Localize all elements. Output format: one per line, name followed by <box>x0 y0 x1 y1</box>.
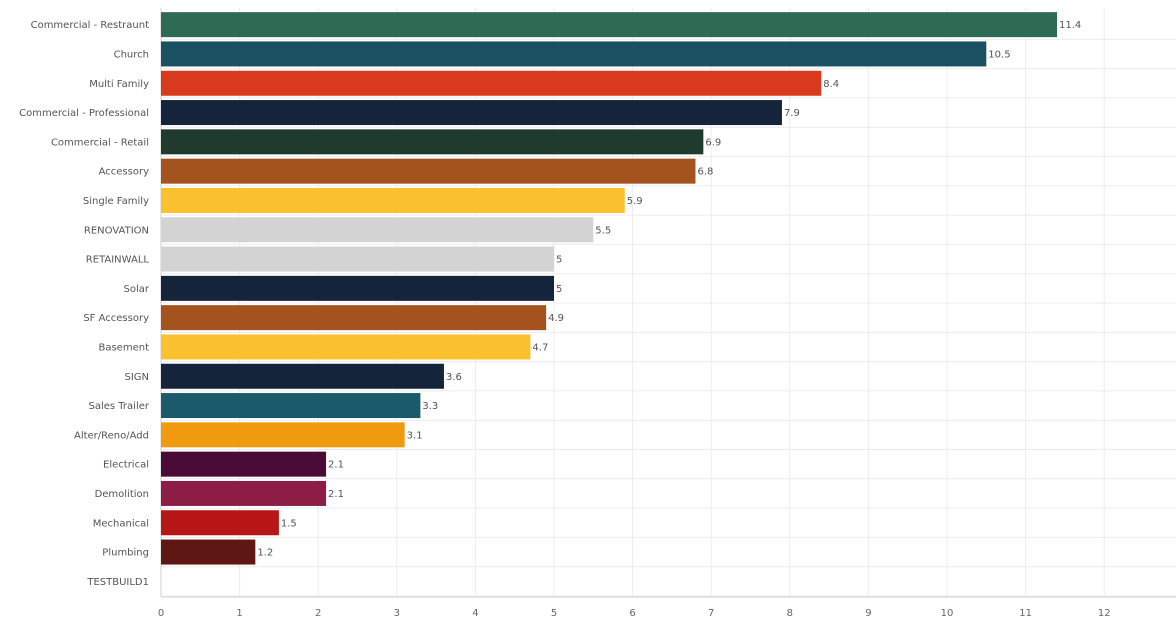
bar-value-label: 1.2 <box>257 548 273 559</box>
x-tick-label: 6 <box>629 608 635 619</box>
category-label: Commercial - Professional <box>19 108 149 119</box>
bar[interactable] <box>161 539 256 565</box>
bar[interactable] <box>161 246 554 272</box>
bar-value-label: 5.9 <box>627 196 643 207</box>
bar-value-label: 3.6 <box>446 372 462 383</box>
bar[interactable] <box>161 451 327 477</box>
category-label: Plumbing <box>102 548 149 559</box>
bar-value-label: 3.3 <box>422 401 438 412</box>
category-label: Solar <box>124 284 150 295</box>
bar[interactable] <box>161 480 327 506</box>
x-axis-ticks: 0 1 2 3 4 5 6 7 8 9 10 11 12 <box>158 608 1111 619</box>
category-label: SF Accessory <box>83 313 149 324</box>
category-label: TESTBUILD1 <box>86 577 149 588</box>
category-label: RETAINWALL <box>86 255 150 266</box>
x-tick-label: 5 <box>551 608 557 619</box>
x-tick-label: 11 <box>1019 608 1032 619</box>
category-label: Alter/Reno/Add <box>74 430 149 441</box>
bar-value-label: 5 <box>556 255 562 266</box>
bar-value-label: 4.7 <box>532 342 548 353</box>
x-tick-label: 2 <box>315 608 321 619</box>
x-tick-label: 9 <box>865 608 871 619</box>
x-tick-label: 8 <box>787 608 793 619</box>
x-tick-label: 3 <box>394 608 400 619</box>
category-label: Multi Family <box>89 79 149 90</box>
category-label: Mechanical <box>93 518 149 529</box>
category-label: Single Family <box>83 196 149 207</box>
bar-value-label: 3.1 <box>407 430 423 441</box>
bar[interactable] <box>161 422 405 448</box>
bar-value-label: 4.9 <box>548 313 564 324</box>
bar-value-label: 2.1 <box>328 460 344 471</box>
bar-value-label: 5 <box>556 284 562 295</box>
bar[interactable] <box>161 12 1058 38</box>
value-labels: 11.4 10.5 8.4 7.9 6.9 6.8 5.9 5.5 5 5 4.9 4.7 3.6 3.3… <box>257 20 1081 558</box>
bar-value-label: 8.4 <box>823 79 839 90</box>
category-label: Demolition <box>95 489 149 500</box>
category-label: Sales Trailer <box>89 401 150 412</box>
bar[interactable] <box>161 70 822 96</box>
x-tick-label: 4 <box>472 608 478 619</box>
x-tick-label: 0 <box>158 608 164 619</box>
bar-value-label: 10.5 <box>988 49 1010 60</box>
bar-value-label: 5.5 <box>595 225 611 236</box>
bar[interactable] <box>161 100 782 126</box>
bar[interactable] <box>161 158 696 184</box>
bar[interactable] <box>161 129 704 155</box>
category-labels: Commercial - Restraunt Church Multi Family… <box>19 20 150 588</box>
category-label: RENOVATION <box>84 225 149 236</box>
bar[interactable] <box>161 217 594 243</box>
bar[interactable] <box>161 41 987 67</box>
bar[interactable] <box>161 393 421 419</box>
bar-value-label: 2.1 <box>328 489 344 500</box>
bar-value-label: 11.4 <box>1059 20 1081 31</box>
bar[interactable] <box>161 510 279 536</box>
bar-value-label: 7.9 <box>784 108 800 119</box>
category-label: Accessory <box>99 167 149 178</box>
bar[interactable] <box>161 334 531 360</box>
category-label: SIGN <box>124 372 149 383</box>
bar[interactable] <box>161 275 554 301</box>
gridlines <box>160 8 1176 598</box>
category-label: Electrical <box>103 460 149 471</box>
x-tick-label: 12 <box>1098 608 1111 619</box>
bar[interactable] <box>161 187 625 213</box>
x-tick-label: 1 <box>236 608 242 619</box>
category-label: Church <box>114 49 149 60</box>
bar-value-label: 6.9 <box>705 137 721 148</box>
bar[interactable] <box>161 363 444 389</box>
bars <box>161 12 1058 565</box>
x-tick-label: 7 <box>708 608 714 619</box>
bar-value-label: 1.5 <box>281 518 297 529</box>
bar-value-label: 6.8 <box>697 167 713 178</box>
bar[interactable] <box>161 305 547 331</box>
category-label: Basement <box>98 342 149 353</box>
x-tick-label: 10 <box>941 608 954 619</box>
category-label: Commercial - Restraunt <box>31 20 149 31</box>
category-label: Commercial - Retail <box>51 137 149 148</box>
